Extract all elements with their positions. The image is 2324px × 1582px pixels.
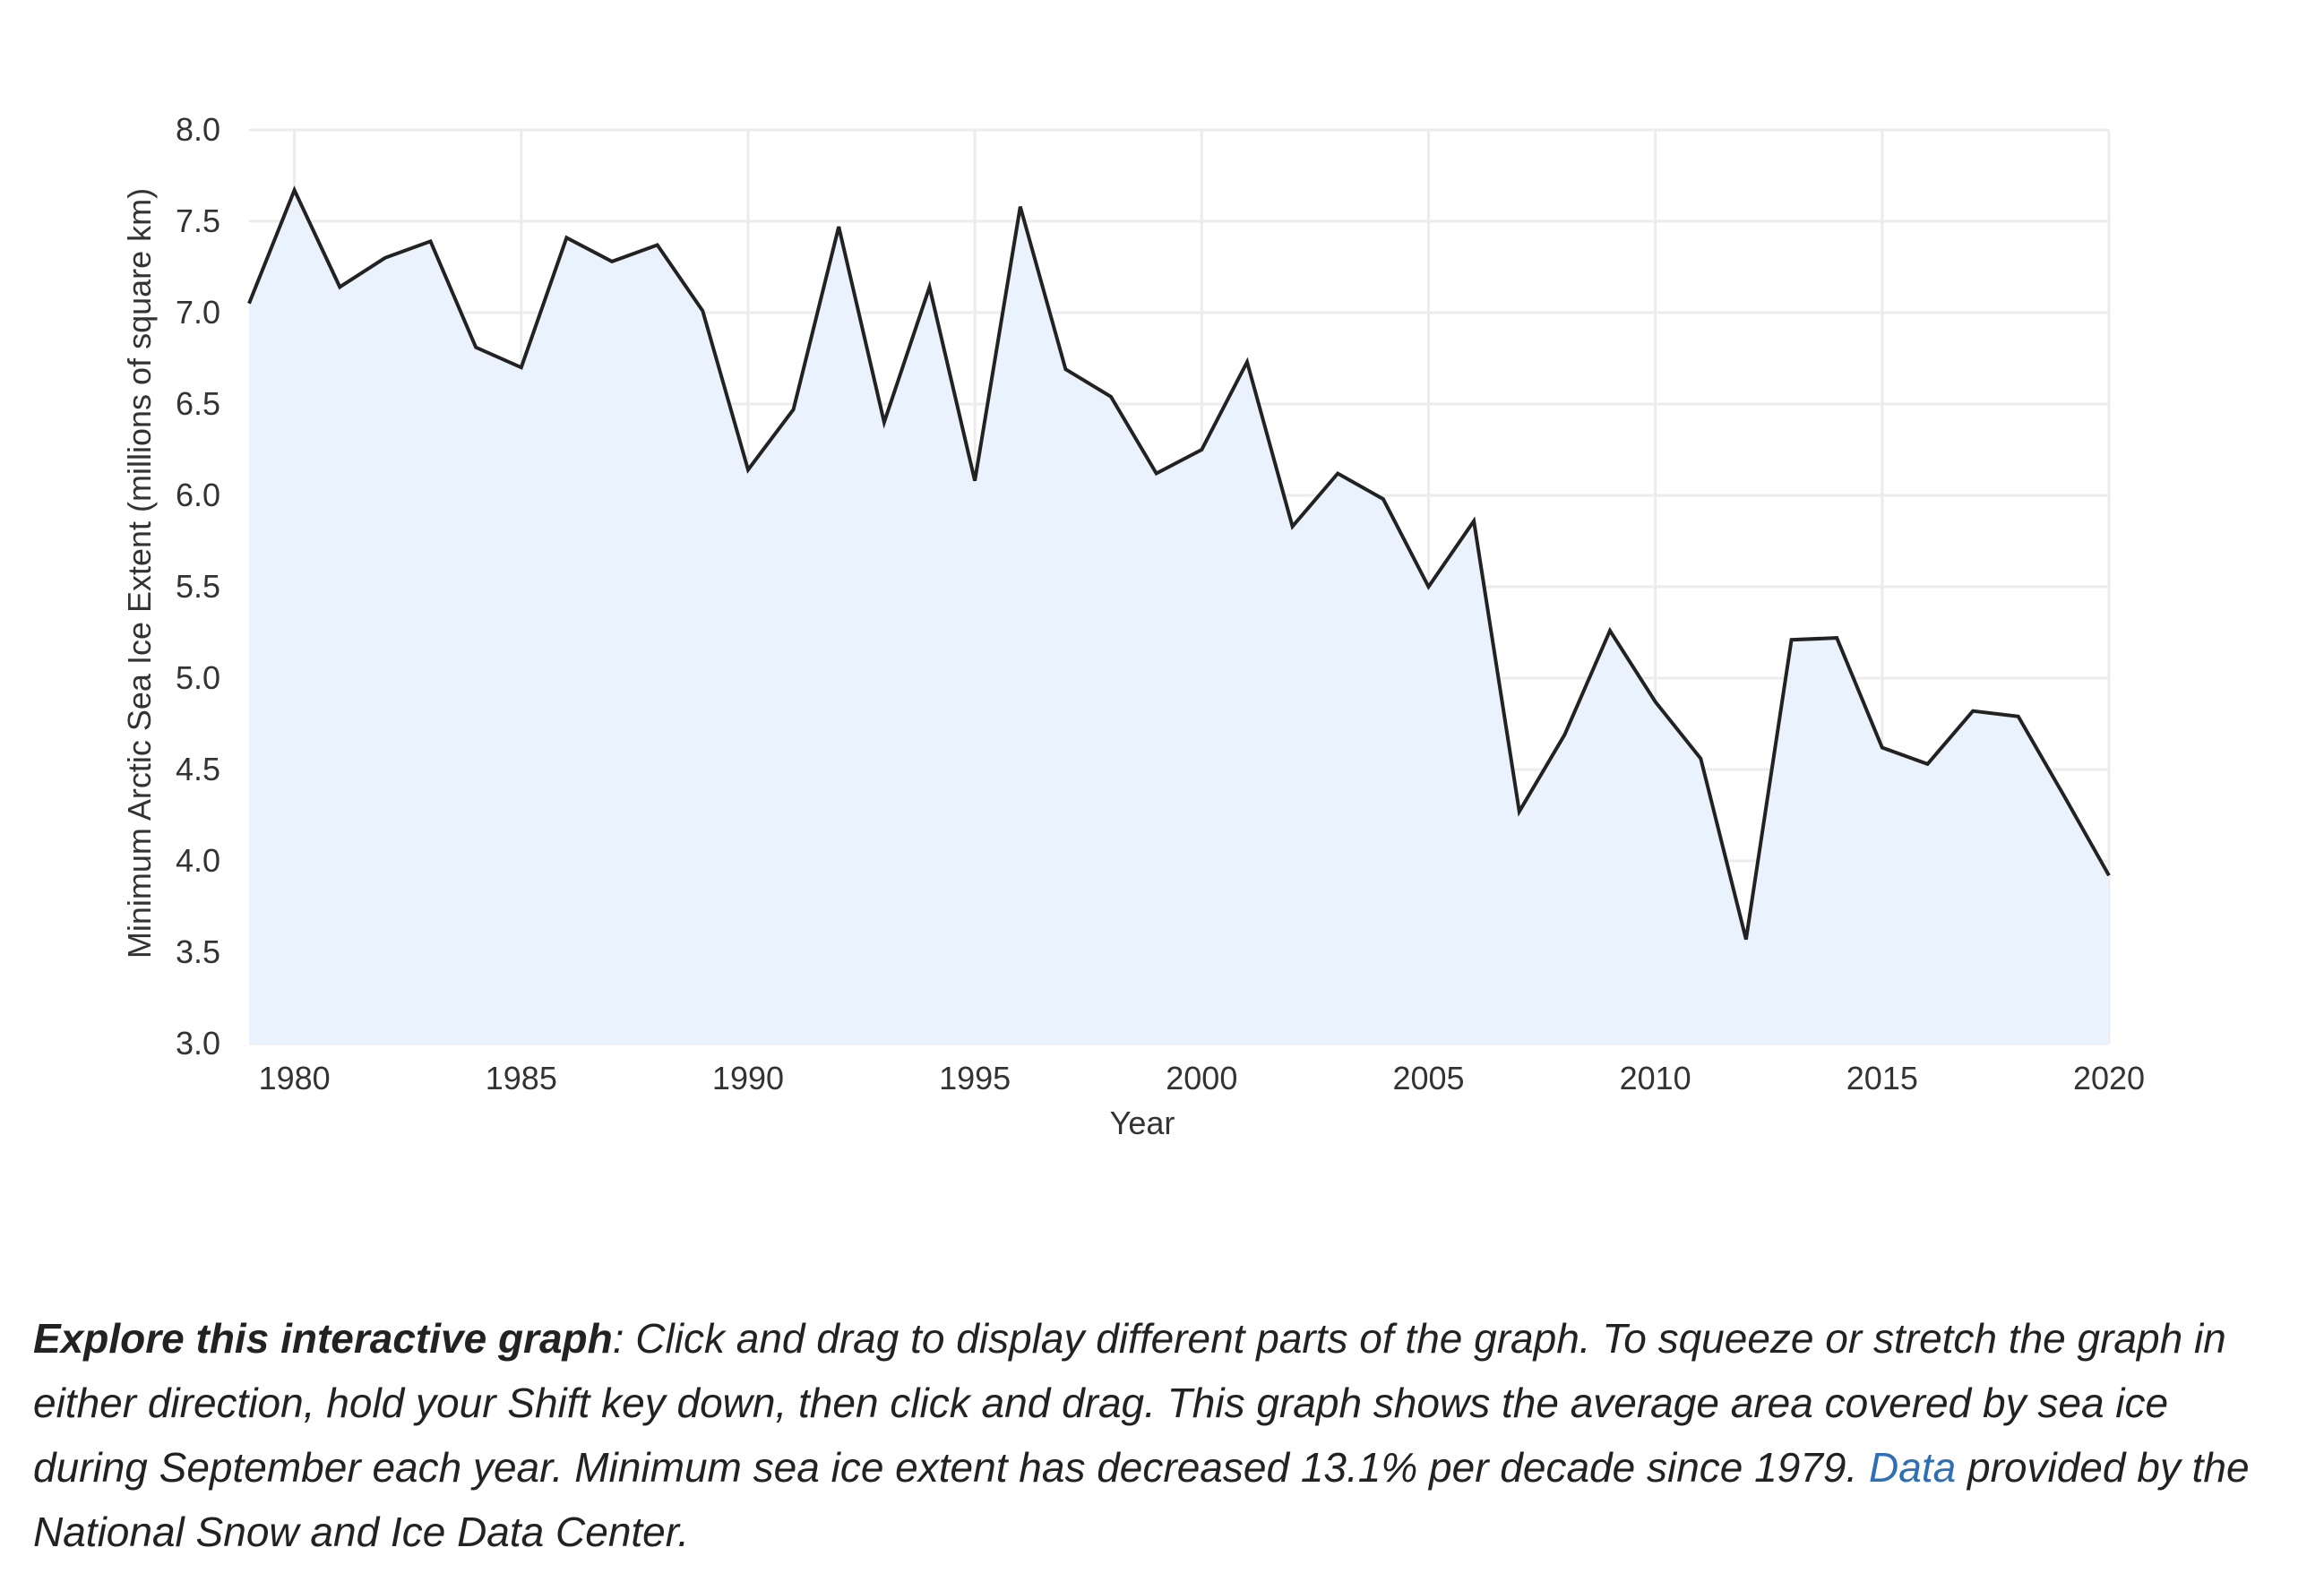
data-point bbox=[833, 221, 844, 232]
data-point bbox=[1196, 444, 1207, 455]
data-point bbox=[561, 232, 572, 243]
y-axis-tick-labels: 3.0 3.5 4.0 4.5 5.0 5.5 6.0 6.5 7.0 7.5 8.0 bbox=[176, 111, 220, 1062]
data-point bbox=[697, 305, 708, 316]
data-point bbox=[879, 417, 890, 427]
x-axis-tick-labels: 1980 1985 1990 1995 2000 2005 2010 2015 2020 bbox=[259, 1060, 2145, 1096]
data-point bbox=[1151, 469, 1162, 479]
data-point bbox=[925, 281, 935, 292]
y-tick-label: 4.5 bbox=[176, 751, 220, 787]
x-tick-label: 2015 bbox=[1846, 1060, 1918, 1096]
data-point bbox=[289, 185, 300, 195]
data-point bbox=[1378, 494, 1389, 504]
y-tick-label: 3.0 bbox=[176, 1025, 220, 1062]
data-source-link[interactable]: Data bbox=[1869, 1444, 1957, 1491]
data-point bbox=[1287, 521, 1298, 532]
data-point bbox=[2013, 711, 2024, 722]
data-point bbox=[1060, 364, 1071, 374]
sea-ice-chart[interactable]: 3.03.54.04.55.05.56.06.57.07.58.0 1980 19… bbox=[0, 0, 2324, 1272]
x-tick-label: 2005 bbox=[1392, 1060, 1464, 1096]
data-point bbox=[1106, 391, 1116, 402]
data-point bbox=[1332, 469, 1343, 479]
data-point bbox=[1514, 806, 1525, 817]
x-tick-label: 2010 bbox=[1620, 1060, 1691, 1096]
data-point bbox=[380, 253, 391, 263]
data-point bbox=[516, 362, 527, 373]
y-tick-label: 3.5 bbox=[176, 933, 220, 970]
data-point bbox=[1877, 743, 1888, 753]
x-tick-label: 1985 bbox=[486, 1060, 557, 1096]
data-point bbox=[652, 240, 663, 251]
data-point bbox=[470, 342, 481, 353]
y-tick-label: 8.0 bbox=[176, 111, 220, 148]
data-point bbox=[426, 236, 436, 246]
x-tick-label: 2020 bbox=[2073, 1060, 2145, 1096]
x-tick-label: 1990 bbox=[712, 1060, 784, 1096]
data-point bbox=[334, 281, 345, 292]
data-point bbox=[2104, 870, 2114, 881]
data-point bbox=[1922, 759, 1932, 770]
caption-body: : Click and drag to display different pa… bbox=[33, 1315, 2226, 1491]
data-point bbox=[1967, 706, 1978, 717]
y-tick-label: 7.0 bbox=[176, 294, 220, 331]
data-point bbox=[1559, 729, 1570, 740]
x-axis-title: Year bbox=[1110, 1105, 1175, 1141]
x-tick-label: 1995 bbox=[939, 1060, 1011, 1096]
y-tick-label: 5.5 bbox=[176, 568, 220, 605]
y-tick-label: 6.0 bbox=[176, 477, 220, 513]
data-point bbox=[788, 404, 799, 415]
series-line bbox=[247, 185, 2111, 941]
y-tick-label: 4.0 bbox=[176, 842, 220, 879]
data-point bbox=[743, 464, 753, 475]
data-point bbox=[1605, 625, 1615, 636]
series-area-fill bbox=[249, 190, 2109, 1045]
data-point bbox=[244, 298, 254, 309]
y-tick-label: 7.5 bbox=[176, 202, 220, 239]
data-point bbox=[1741, 934, 1752, 945]
data-point bbox=[1423, 581, 1433, 592]
data-point bbox=[1468, 516, 1479, 527]
chart-caption: Explore this interactive graph: Click an… bbox=[33, 1306, 2291, 1564]
y-tick-label: 5.0 bbox=[176, 659, 220, 696]
x-tick-label: 2000 bbox=[1166, 1060, 1237, 1096]
data-point bbox=[1650, 697, 1661, 708]
y-tick-label: 6.5 bbox=[176, 385, 220, 422]
data-point bbox=[969, 476, 980, 486]
data-point bbox=[1695, 753, 1706, 764]
data-point bbox=[2058, 790, 2069, 801]
data-point bbox=[1786, 634, 1797, 645]
x-tick-label: 1980 bbox=[259, 1060, 331, 1096]
y-axis-title: Minimum Arctic Sea Ice Extent (millions … bbox=[121, 188, 158, 959]
data-point bbox=[1015, 202, 1026, 212]
data-point bbox=[1242, 357, 1252, 367]
data-point bbox=[607, 256, 617, 267]
data-point bbox=[1831, 632, 1842, 643]
caption-tail: provided by the National Snow and Ice Da… bbox=[33, 1444, 2250, 1555]
caption-lead: Explore this interactive graph bbox=[33, 1315, 613, 1362]
